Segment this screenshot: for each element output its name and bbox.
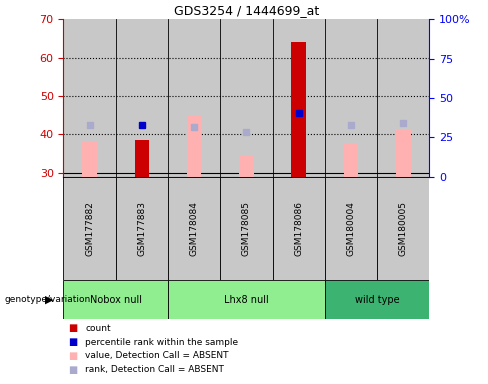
Text: count: count <box>85 324 111 333</box>
Bar <box>168 19 220 177</box>
Text: ■: ■ <box>68 323 78 333</box>
Bar <box>116 19 168 177</box>
Bar <box>135 140 149 177</box>
Bar <box>325 19 377 177</box>
Text: ■: ■ <box>68 365 78 375</box>
Bar <box>291 42 306 177</box>
Bar <box>325 280 429 319</box>
Bar <box>396 129 410 177</box>
Text: ■: ■ <box>68 337 78 347</box>
Bar <box>377 177 429 280</box>
Text: Lhx8 null: Lhx8 null <box>224 295 269 305</box>
Text: GSM178084: GSM178084 <box>190 201 199 256</box>
Text: rank, Detection Call = ABSENT: rank, Detection Call = ABSENT <box>85 365 224 374</box>
Title: GDS3254 / 1444699_at: GDS3254 / 1444699_at <box>174 3 319 17</box>
Text: value, Detection Call = ABSENT: value, Detection Call = ABSENT <box>85 351 229 361</box>
Text: ■: ■ <box>68 351 78 361</box>
Bar <box>377 19 429 177</box>
Text: Nobox null: Nobox null <box>90 295 142 305</box>
Bar <box>220 19 273 177</box>
Bar <box>63 177 116 280</box>
Bar <box>239 156 254 177</box>
Bar <box>168 280 325 319</box>
Bar <box>168 177 220 280</box>
Text: wild type: wild type <box>355 295 400 305</box>
Bar <box>344 144 358 177</box>
Bar <box>291 115 306 177</box>
Text: GSM178085: GSM178085 <box>242 201 251 256</box>
Text: ▶: ▶ <box>45 295 54 305</box>
Bar <box>82 142 97 177</box>
Text: GSM177883: GSM177883 <box>137 201 146 256</box>
Bar <box>220 177 273 280</box>
Text: GSM178086: GSM178086 <box>294 201 303 256</box>
Bar <box>325 177 377 280</box>
Bar <box>273 19 325 177</box>
Text: percentile rank within the sample: percentile rank within the sample <box>85 338 239 347</box>
Bar <box>187 115 202 177</box>
Text: GSM177882: GSM177882 <box>85 201 94 256</box>
Text: GSM180005: GSM180005 <box>399 201 408 256</box>
Bar <box>273 177 325 280</box>
Bar <box>116 177 168 280</box>
Bar <box>63 280 168 319</box>
Bar <box>63 19 116 177</box>
Text: genotype/variation: genotype/variation <box>5 295 91 304</box>
Text: GSM180004: GSM180004 <box>346 201 356 256</box>
